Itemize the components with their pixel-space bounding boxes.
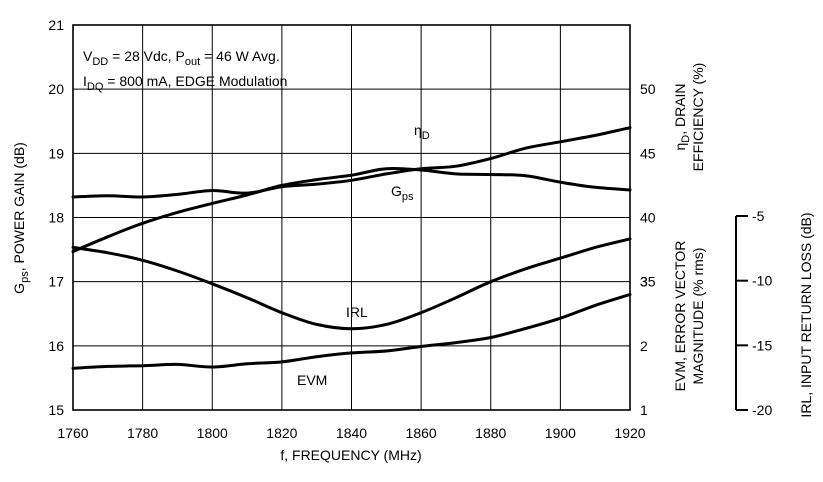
left-tick-label: 21 (48, 17, 64, 33)
x-tick-label: 1900 (545, 425, 576, 441)
irl-curve (71, 237, 632, 331)
x-tick-label: 1920 (614, 425, 645, 441)
x-tick-label: 1800 (197, 425, 228, 441)
conditions-line-2: IDQ = 800 mA, EDGE Modulation (83, 73, 287, 93)
x-axis-title: f, FREQUENCY (MHz) (280, 447, 421, 463)
irl-axis-title: IRL, INPUT RETURN LOSS (dB) (798, 212, 814, 417)
left-tick-label: 15 (48, 402, 64, 418)
x-tick-label: 1860 (406, 425, 437, 441)
right-tick-label: 35 (640, 274, 656, 290)
efficiency-curve (71, 126, 632, 199)
right-tick-label: 40 (640, 210, 656, 226)
left-tick-label: 18 (48, 210, 64, 226)
left-tick-label: 16 (48, 338, 64, 354)
right-tick-label: 3 (640, 274, 648, 290)
left-tick-label: 19 (48, 145, 64, 161)
tick-labels: 1760 1780 1800 1820 1840 1860 1880 1900 19201516… (48, 17, 655, 441)
left-tick-label: 20 (48, 81, 64, 97)
right-tick-label: 45 (640, 145, 656, 161)
x-tick-label: 1840 (336, 425, 367, 441)
series-label-irl: IRL (346, 304, 368, 320)
x-tick-label: 1760 (57, 425, 88, 441)
right-tick-label: 2 (640, 338, 648, 354)
gain-curve (71, 166, 632, 253)
series-layer (71, 126, 632, 370)
x-tick-label: 1880 (475, 425, 506, 441)
efficiency-axis-title-line-2: EFFICIENCY (%) (690, 63, 706, 172)
series-label-gain: Gps (391, 183, 414, 203)
irl-axis: -5 -10 -15 -20 (735, 208, 772, 418)
x-tick-label: 1820 (266, 425, 297, 441)
evm-axis-title-line-2: MAGNITUDE (% rms) (690, 248, 706, 385)
series-label-efficiency: ηD (414, 122, 430, 142)
evm-curve (71, 293, 632, 370)
plot-frame (72, 24, 631, 411)
left-axis-title: Gps, POWER GAIN (dB) (11, 142, 31, 294)
irl-tick-label: -5 (752, 208, 765, 224)
efficiency-axis-title-line-1: ηD, DRAIN (672, 83, 692, 150)
irl-tick-label: -10 (752, 273, 772, 289)
left-tick-label: 17 (48, 274, 64, 290)
right-tick-label: 50 (640, 81, 656, 97)
irl-tick-label: -15 (752, 337, 772, 353)
right-tick-label: 1 (640, 402, 648, 418)
irl-tick-label: -20 (752, 402, 772, 418)
grid (72, 24, 631, 411)
evm-axis-title-line-1: EVM, ERROR VECTOR (672, 241, 688, 392)
x-tick-label: 1780 (127, 425, 158, 441)
conditions-line-1: VDD = 28 Vdc, Pout = 46 W Avg. (83, 48, 280, 68)
series-label-evm: EVM (297, 372, 327, 388)
